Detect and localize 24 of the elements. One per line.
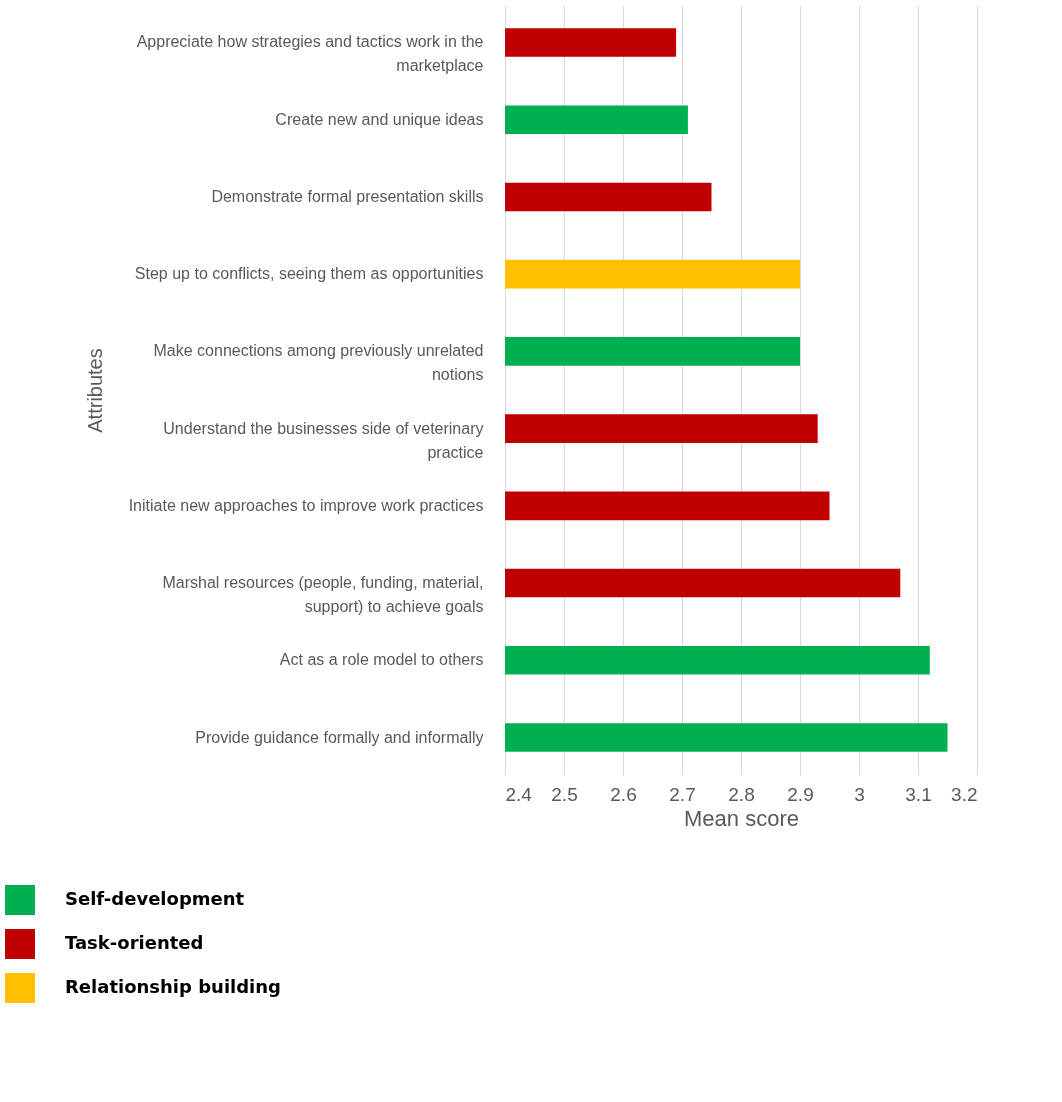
y-tick-label: Act as a role model to others <box>279 651 484 669</box>
y-tick-label: Demonstrate formal presentation skills <box>211 187 484 205</box>
x-tick-label: 2.6 <box>610 783 637 805</box>
x-axis-title: Mean score <box>684 805 799 831</box>
y-tick-label: Marshal resources (people, funding, material, support) to achieve goals <box>162 574 484 616</box>
x-tick-label: 2.9 <box>787 783 814 805</box>
y-tick-label: Make connections among previously unrelated notions <box>153 342 484 384</box>
y-tick-label: Appreciate how strategies and tactics work in the marketplace <box>136 33 484 75</box>
y-tick-label: Create new and unique ideas <box>275 110 484 128</box>
y-tick-label: Step up to conflicts, seeing them as opportunities <box>134 265 484 283</box>
y-tick-label: Understand the businesses side of veterinary practice <box>163 419 484 461</box>
x-tick-label: 2.8 <box>728 783 755 805</box>
x-tick-label: 2.5 <box>551 783 578 805</box>
y-axis-title: Attributes <box>83 348 106 433</box>
legend-label: Relationship building <box>65 976 281 997</box>
y-tick-label: Provide guidance formally and informally <box>195 728 484 746</box>
x-tick-label: 3.2 <box>951 783 978 805</box>
x-tick-label: 2.4 <box>505 783 533 805</box>
x-tick-label: 2.7 <box>669 783 696 805</box>
legend-label: Task-oriented <box>65 932 204 953</box>
x-tick-label: 3 <box>854 783 865 805</box>
legend-label: Self-development <box>65 888 245 909</box>
y-tick-label: Initiate new approaches to improve work practices <box>128 496 484 514</box>
x-tick-label: 3.1 <box>905 783 932 805</box>
